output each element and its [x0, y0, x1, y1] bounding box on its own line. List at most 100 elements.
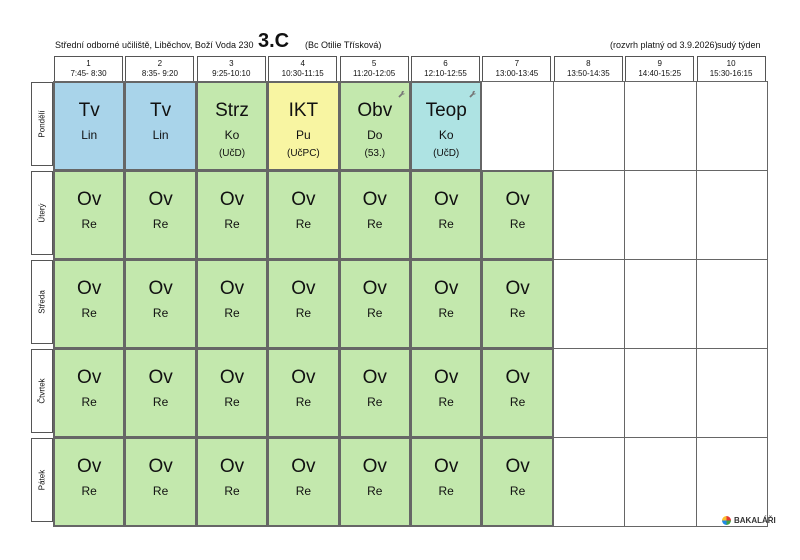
lesson-subject: Ov	[219, 278, 245, 299]
brand: BAKALÁŘI	[722, 516, 776, 525]
lesson-teacher: Re	[438, 217, 454, 231]
lesson-cell[interactable]: Ov Re	[482, 260, 553, 348]
lesson-teacher: Re	[509, 395, 526, 409]
lesson-cell[interactable]: Teop Ko (UčD)	[411, 82, 482, 170]
lesson-teacher: Re	[152, 484, 169, 498]
lesson-teacher: Re	[295, 395, 312, 409]
lesson-cell[interactable]: Ov Re	[339, 438, 410, 526]
lesson-teacher: Re	[438, 306, 454, 320]
period-number: 1	[86, 59, 91, 68]
lesson-room: (UčD)	[218, 148, 246, 159]
empty-slot	[624, 348, 697, 438]
lesson-subject: Ov	[291, 278, 316, 299]
lesson-subject: Obv	[357, 100, 393, 121]
period-header: 5 11:20-12:05	[339, 56, 409, 81]
period-time: 14:40-15:25	[638, 69, 682, 78]
lesson-teacher: Re	[224, 306, 240, 320]
lesson-cell[interactable]: Ov Re	[268, 171, 339, 259]
lesson-teacher: Re	[295, 217, 312, 231]
lesson-cell[interactable]: Ov Re	[54, 438, 125, 526]
lesson-cell[interactable]: Ov Re	[339, 349, 410, 437]
period-time: 13:50-14:35	[566, 69, 610, 78]
lesson-cell[interactable]: Strz Ko (UčD)	[196, 82, 268, 170]
period-time: 12:10-12:55	[424, 69, 467, 78]
period-time: 11:20-12:05	[353, 69, 396, 78]
day-label: Středa	[31, 260, 53, 344]
lesson-subject: Ov	[505, 278, 530, 299]
lesson-teacher: Re	[224, 395, 240, 409]
lesson-subject: Ov	[362, 278, 387, 299]
day-label: Pondělí	[31, 82, 53, 166]
period-header: 2 8:35- 9:20	[125, 56, 195, 81]
period-header: 7 13:00-13:45	[482, 56, 552, 81]
lesson-cell[interactable]: Ov Re	[482, 171, 553, 259]
lesson-cell[interactable]: Ov Re	[125, 438, 196, 526]
lesson-cell[interactable]: Ov Re	[268, 349, 339, 437]
lesson-subject: Ov	[77, 456, 102, 477]
lesson-cell[interactable]: Ov Re	[411, 171, 482, 259]
lesson-subject: Ov	[219, 367, 245, 388]
lesson-subject: Ov	[505, 367, 530, 388]
lesson-cell[interactable]: IKT Pu (UčPC)	[268, 82, 339, 170]
lesson-cell[interactable]: Tv Lin	[125, 82, 196, 170]
wrench-icon	[468, 86, 477, 98]
lesson-teacher: Pu	[296, 128, 311, 142]
lesson-cell[interactable]: Tv Lin	[54, 82, 125, 170]
lesson-cell[interactable]: Ov Re	[411, 438, 482, 526]
lesson-room: (UčD)	[433, 148, 460, 159]
lesson-cell[interactable]: Ov Re	[196, 349, 268, 437]
empty-slot	[695, 81, 768, 171]
lesson-cell[interactable]: Ov Re	[411, 260, 482, 348]
empty-slot	[624, 170, 697, 260]
empty-slot	[552, 170, 626, 260]
lesson-subject: Ov	[434, 367, 459, 388]
brand-name: BAKALÁŘI	[734, 516, 776, 525]
period-header: 10 15:30-16:15	[696, 56, 766, 81]
empty-slot	[695, 437, 768, 527]
class-name: 3.C	[258, 30, 290, 52]
lesson-teacher: Re	[152, 306, 169, 320]
lesson-teacher: Re	[295, 306, 312, 320]
lesson-cell[interactable]: Ov Re	[125, 171, 196, 259]
lesson-teacher: Lin	[152, 128, 169, 142]
period-header: 4 10:30-11:15	[268, 56, 338, 81]
lesson-cell[interactable]: Ov Re	[196, 260, 268, 348]
day-label: Čtvrtek	[31, 349, 53, 433]
lesson-cell[interactable]: Ov Re	[482, 349, 553, 437]
lesson-cell[interactable]: Ov Re	[411, 349, 482, 437]
lesson-cell[interactable]: Ov Re	[125, 349, 196, 437]
lesson-subject: Ov	[148, 189, 173, 210]
lesson-cell[interactable]: Ov Re	[54, 171, 125, 259]
lesson-teacher: Re	[224, 484, 240, 498]
lesson-subject: Ov	[219, 189, 245, 210]
empty-slot	[695, 170, 768, 260]
lesson-teacher: Re	[438, 484, 454, 498]
day-name: Pondělí	[37, 110, 47, 138]
lesson-teacher: Re	[81, 395, 97, 409]
day-label: Úterý	[31, 171, 53, 255]
lesson-cell[interactable]: Ov Re	[268, 260, 339, 348]
lesson-subject: Ov	[362, 456, 387, 477]
lesson-cell[interactable]: Ov Re	[268, 438, 339, 526]
lesson-cell[interactable]: Ov Re	[339, 171, 410, 259]
lesson-subject: Ov	[148, 456, 173, 477]
lesson-teacher: Re	[367, 306, 383, 320]
lesson-cell[interactable]: Obv Do (53.)	[339, 82, 410, 170]
lesson-cell[interactable]: Ov Re	[196, 438, 268, 526]
lesson-cell[interactable]: Ov Re	[196, 171, 268, 259]
lesson-cell[interactable]: Ov Re	[482, 438, 553, 526]
lesson-teacher: Re	[81, 217, 97, 231]
empty-slot	[624, 437, 697, 527]
lesson-subject: Tv	[78, 100, 100, 121]
lesson-teacher: Ko	[438, 128, 454, 142]
lesson-subject: Tv	[150, 100, 172, 121]
lesson-cell[interactable]: Ov Re	[339, 260, 410, 348]
lesson-cell[interactable]: Ov Re	[54, 349, 125, 437]
period-number: 10	[726, 59, 736, 68]
lesson-cell[interactable]: Ov Re	[125, 260, 196, 348]
lesson-room: (UčPC)	[286, 148, 320, 159]
lesson-teacher: Re	[81, 484, 97, 498]
lesson-teacher: Re	[367, 484, 383, 498]
lesson-cell[interactable]: Ov Re	[54, 260, 125, 348]
period-time: 15:30-16:15	[709, 69, 753, 78]
